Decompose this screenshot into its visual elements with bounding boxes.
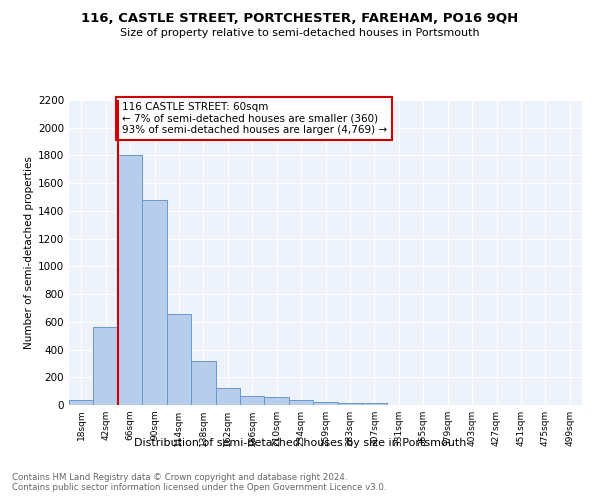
Text: Size of property relative to semi-detached houses in Portsmouth: Size of property relative to semi-detach… <box>120 28 480 38</box>
Y-axis label: Number of semi-detached properties: Number of semi-detached properties <box>24 156 34 349</box>
Text: 116 CASTLE STREET: 60sqm
← 7% of semi-detached houses are smaller (360)
93% of s: 116 CASTLE STREET: 60sqm ← 7% of semi-de… <box>122 102 386 136</box>
Bar <box>362 403 386 405</box>
Bar <box>94 328 118 405</box>
Text: Contains HM Land Registry data © Crown copyright and database right 2024.: Contains HM Land Registry data © Crown c… <box>12 472 347 482</box>
Bar <box>118 156 142 405</box>
Bar <box>167 314 191 405</box>
Bar <box>240 396 265 405</box>
Bar <box>338 402 362 405</box>
Text: Distribution of semi-detached houses by size in Portsmouth: Distribution of semi-detached houses by … <box>134 438 466 448</box>
Bar <box>215 388 240 405</box>
Bar <box>313 402 338 405</box>
Text: 116, CASTLE STREET, PORTCHESTER, FAREHAM, PO16 9QH: 116, CASTLE STREET, PORTCHESTER, FAREHAM… <box>82 12 518 26</box>
Bar <box>289 400 313 405</box>
Bar <box>191 360 215 405</box>
Bar <box>265 398 289 405</box>
Bar <box>69 400 94 405</box>
Text: Contains public sector information licensed under the Open Government Licence v3: Contains public sector information licen… <box>12 484 386 492</box>
Bar <box>142 200 167 405</box>
